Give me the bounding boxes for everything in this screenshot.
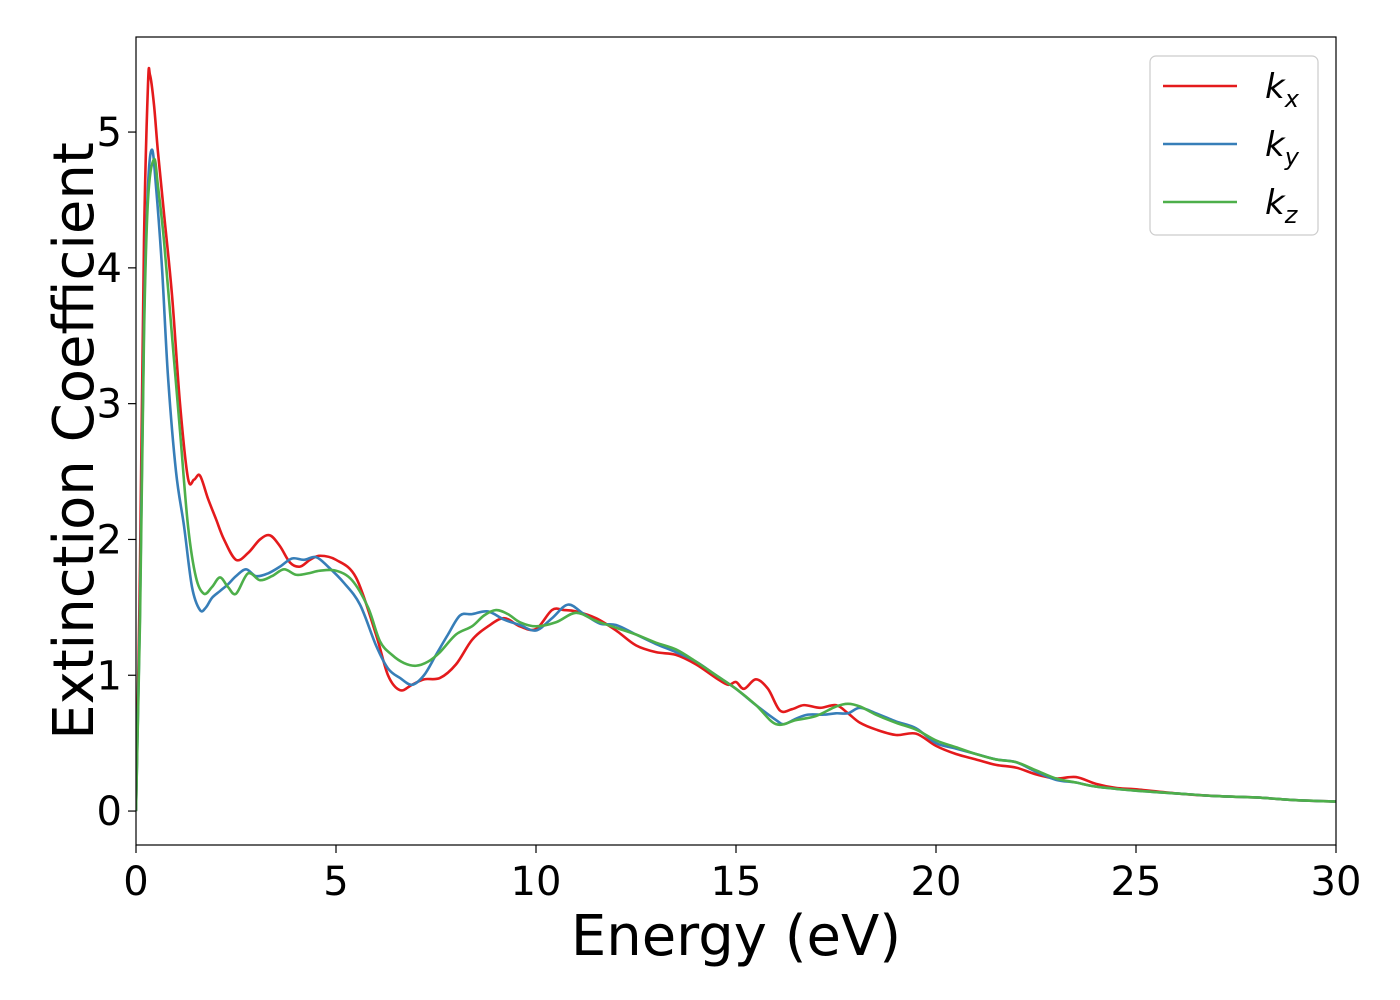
- x-tick-label: 20: [911, 859, 962, 905]
- x-tick-label: 25: [1111, 859, 1162, 905]
- x-axis: 0 5 10 15 20 25 30: [123, 845, 1361, 905]
- series-line-kz: [136, 157, 1336, 812]
- series-line-kx: [136, 66, 1336, 812]
- x-tick-label: 0: [123, 859, 148, 905]
- x-axis-title: Energy (eV): [571, 904, 901, 969]
- x-tick-label: 5: [323, 859, 348, 905]
- legend-label-kz: kz: [1265, 183, 1299, 229]
- y-tick-label: 4: [97, 246, 122, 292]
- legend-label-subscript: x: [1284, 85, 1300, 113]
- y-axis: 0 1 2 3 4 5: [97, 110, 136, 835]
- legend-box: [1149, 55, 1319, 236]
- y-tick-label: 1: [97, 653, 122, 699]
- y-tick-label: 0: [97, 789, 122, 835]
- y-tick-label: 5: [97, 110, 122, 156]
- legend-label-subscript: y: [1284, 143, 1300, 171]
- series-group: [136, 66, 1336, 812]
- y-axis-title: Extinction Coefficient: [42, 142, 107, 740]
- legend-label-base: k: [1265, 183, 1286, 223]
- y-tick-label: 2: [97, 517, 122, 563]
- y-tick-label: 3: [97, 382, 122, 428]
- x-tick-label: 30: [1311, 859, 1362, 905]
- legend-label-kx: kx: [1265, 67, 1300, 113]
- legend-label-base: k: [1265, 67, 1286, 107]
- x-tick-label: 10: [511, 859, 562, 905]
- legend-label-subscript: z: [1284, 201, 1299, 229]
- series-line-ky: [136, 148, 1336, 812]
- legend-label-base: k: [1265, 125, 1286, 165]
- x-tick-label: 15: [711, 859, 762, 905]
- legend-label-ky: ky: [1265, 125, 1300, 171]
